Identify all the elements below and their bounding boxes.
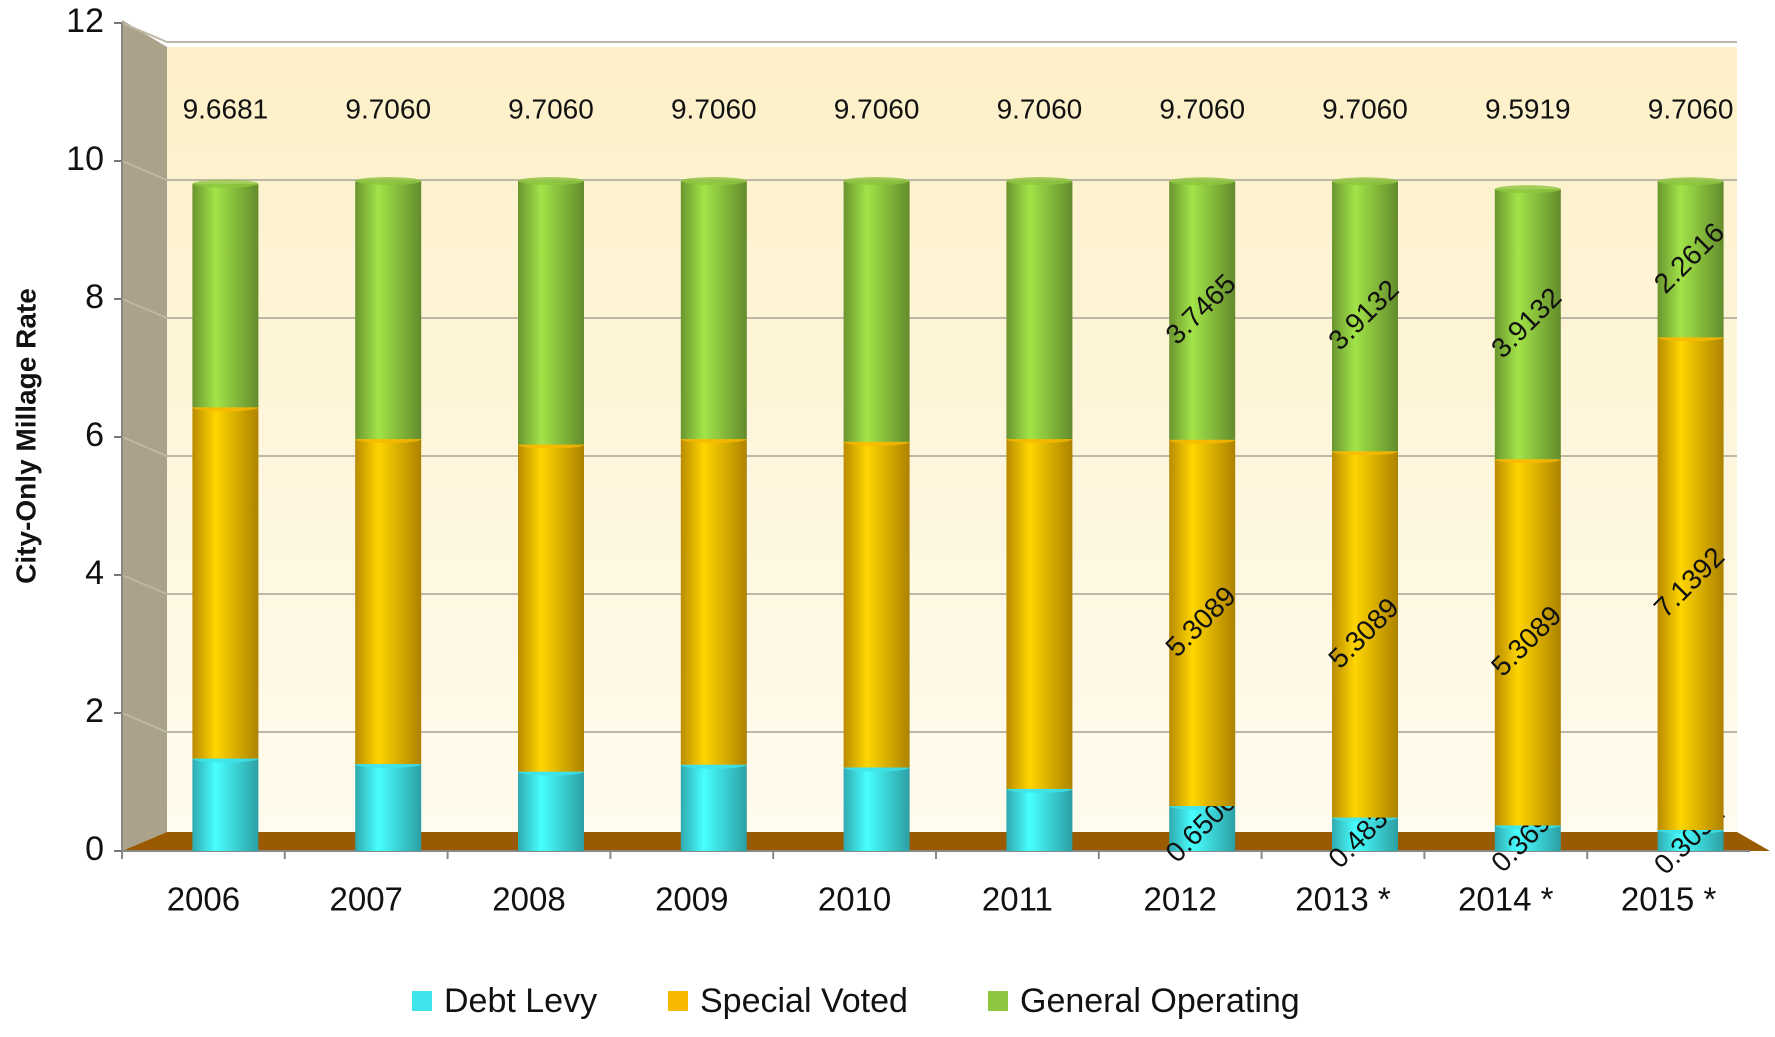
bar-segment	[843, 441, 910, 768]
bar-segment	[518, 181, 584, 445]
bar-cap	[1657, 177, 1724, 186]
bar-cap	[1332, 177, 1398, 186]
side-wall	[122, 20, 167, 851]
bar-segment	[192, 758, 259, 851]
y-tick-label: 12	[66, 2, 104, 40]
legend-label: Special Voted	[700, 982, 908, 1020]
total-label: 9.7060	[1648, 93, 1734, 124]
y-tick-label: 2	[85, 692, 104, 730]
total-label: 9.7060	[508, 93, 594, 124]
x-tick-label: 2006	[167, 881, 240, 918]
bar-segment	[1332, 181, 1398, 452]
bar-segment	[680, 181, 747, 440]
y-tick-label: 10	[66, 140, 104, 178]
bar-segment	[1332, 451, 1398, 818]
bar-segment	[680, 764, 747, 851]
bar-segment	[355, 181, 422, 440]
total-label: 9.7060	[834, 93, 920, 124]
total-label: 9.7060	[345, 93, 431, 124]
legend-swatch	[988, 991, 1008, 1011]
bar-segment	[355, 764, 422, 851]
bar-cap	[843, 177, 910, 186]
legend-swatch	[412, 991, 432, 1011]
x-tick-label: 2012	[1143, 881, 1216, 918]
total-label: 9.7060	[997, 93, 1083, 124]
bar-segment	[518, 771, 584, 851]
bar-cap	[1006, 177, 1073, 186]
total-label: 9.7060	[1159, 93, 1245, 124]
x-tick-label: 2009	[655, 881, 728, 918]
legend-label: General Operating	[1020, 982, 1300, 1020]
y-tick-label: 4	[85, 554, 104, 592]
bar-cap	[192, 179, 259, 188]
bar-segment	[1169, 181, 1236, 440]
bar-segment	[1169, 806, 1236, 851]
bar-segment	[843, 181, 910, 442]
bar-segment	[1657, 181, 1724, 338]
bar-cap	[355, 177, 422, 186]
bar-cap	[518, 177, 584, 186]
bar-segment	[192, 183, 259, 408]
x-tick-label: 2008	[492, 881, 565, 918]
y-axis-title: City-Only Millage Rate	[10, 288, 41, 584]
legend-swatch	[668, 991, 688, 1011]
y-tick-label: 0	[85, 830, 104, 868]
legend-label: Debt Levy	[444, 982, 597, 1020]
bar-segment	[1332, 817, 1398, 851]
bar-segment	[1657, 337, 1724, 830]
bar-segment	[1657, 829, 1724, 851]
y-tick-label: 8	[85, 278, 104, 316]
bar-segment	[1006, 788, 1073, 851]
bar-segment	[518, 444, 584, 772]
x-tick-label: 2014 *	[1458, 881, 1554, 918]
bar-segment	[1494, 189, 1561, 460]
bar-segment	[1006, 439, 1073, 789]
total-label: 9.7060	[671, 93, 757, 124]
bar-segment	[680, 439, 747, 765]
bar-segment	[843, 767, 910, 851]
bar-segment	[355, 439, 422, 765]
bar-segment	[192, 407, 259, 759]
bar-segment	[1006, 181, 1073, 440]
grid-line	[121, 22, 1737, 43]
total-label: 9.6681	[183, 93, 269, 124]
bar-segment	[1494, 825, 1561, 851]
bar-cap	[1494, 185, 1561, 194]
bar-cap	[680, 177, 747, 186]
bar-segment	[1169, 439, 1236, 807]
bar-cap	[1169, 177, 1236, 186]
bar-segment	[1494, 459, 1561, 826]
x-tick-label: 2010	[818, 881, 891, 918]
total-label: 9.5919	[1485, 93, 1571, 124]
x-tick-label: 2007	[329, 881, 402, 918]
x-tick-label: 2013 *	[1295, 881, 1391, 918]
total-label: 9.7060	[1322, 93, 1408, 124]
x-tick-label: 2015 *	[1621, 881, 1717, 918]
x-tick-label: 2011	[982, 881, 1053, 918]
y-tick-label: 6	[85, 416, 104, 454]
